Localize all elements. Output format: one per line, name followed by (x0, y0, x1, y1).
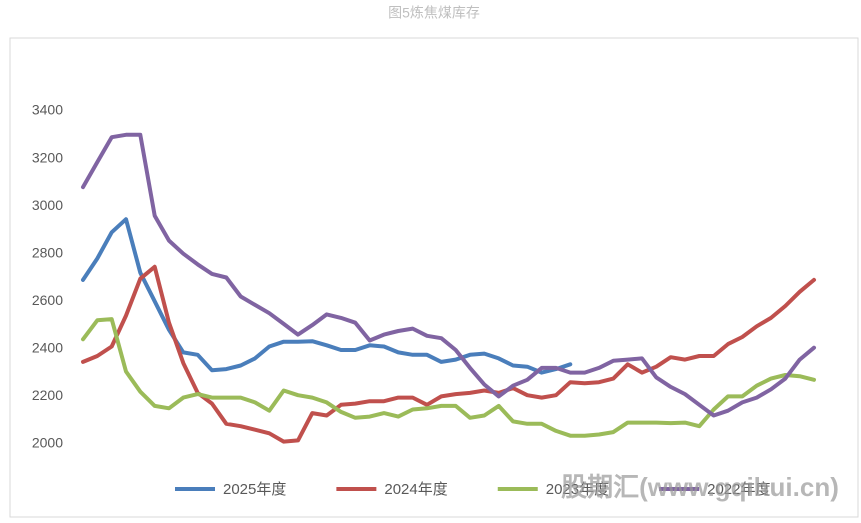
legend-label: 2022年度 (707, 481, 770, 498)
y-tick-label: 2400 (32, 340, 63, 356)
watermark: 股期汇(www.gqihui.cn) (561, 472, 839, 502)
y-tick-label: 3200 (32, 149, 63, 165)
legend-label: 2024年度 (384, 481, 447, 498)
series-line (81, 132, 816, 418)
y-tick-label: 2000 (32, 435, 63, 451)
legend-label: 2025年度 (223, 481, 286, 498)
series-line (81, 217, 573, 375)
series-line (81, 264, 816, 444)
y-tick-label: 3400 (32, 102, 63, 118)
y-tick-label: 2800 (32, 244, 63, 260)
chart-frame (9, 37, 859, 518)
y-tick-label: 3000 (32, 197, 63, 213)
chart-title: 图5炼焦煤库存 (388, 5, 480, 21)
series-line (81, 317, 816, 438)
y-tick-label: 2600 (32, 292, 63, 308)
legend-label: 2023年度 (546, 481, 609, 498)
y-tick-label: 2200 (32, 387, 63, 403)
